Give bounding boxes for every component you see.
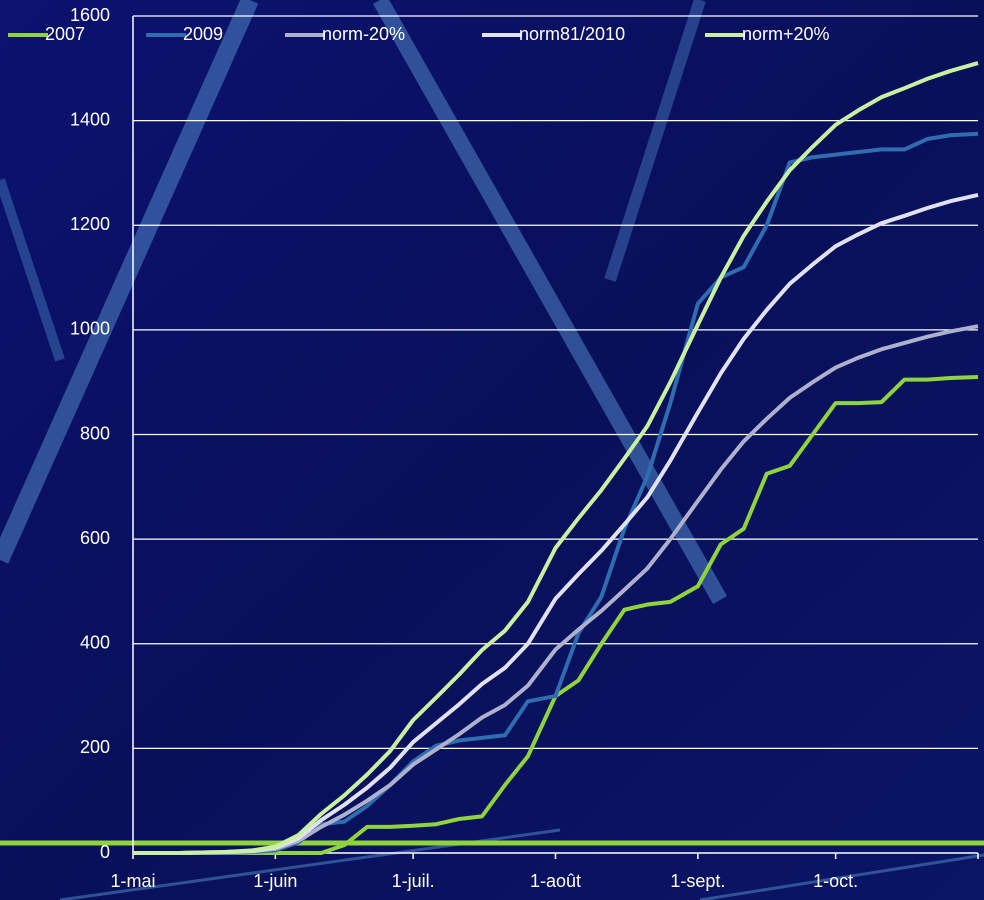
series-line — [133, 374, 979, 855]
y-tick-label: 400 — [80, 633, 110, 653]
x-tick-label: 1-août — [530, 871, 581, 891]
y-tick-label: 0 — [100, 842, 110, 862]
x-tick-label: 1-mai — [110, 871, 155, 891]
legend-label: norm81/2010 — [519, 24, 625, 44]
series-line — [133, 192, 979, 855]
x-tick-label: 1-juil. — [392, 871, 435, 891]
legend-label: 2009 — [183, 24, 223, 44]
y-tick-label: 1000 — [70, 319, 110, 339]
legend-label: 2007 — [45, 24, 85, 44]
x-tick-label: 1-sept. — [670, 871, 725, 891]
legend-label: norm-20% — [322, 24, 405, 44]
legend-label: norm+20% — [742, 24, 830, 44]
series-line — [133, 61, 979, 855]
y-tick-label: 1400 — [70, 109, 110, 129]
x-tick-label: 1-oct. — [813, 871, 858, 891]
series-line — [133, 324, 979, 855]
y-tick-label: 200 — [80, 737, 110, 757]
y-tick-label: 800 — [80, 423, 110, 443]
y-tick-label: 1600 — [70, 5, 110, 25]
y-tick-label: 1200 — [70, 214, 110, 234]
x-tick-label: 1-juin — [253, 871, 297, 891]
y-tick-label: 600 — [80, 528, 110, 548]
